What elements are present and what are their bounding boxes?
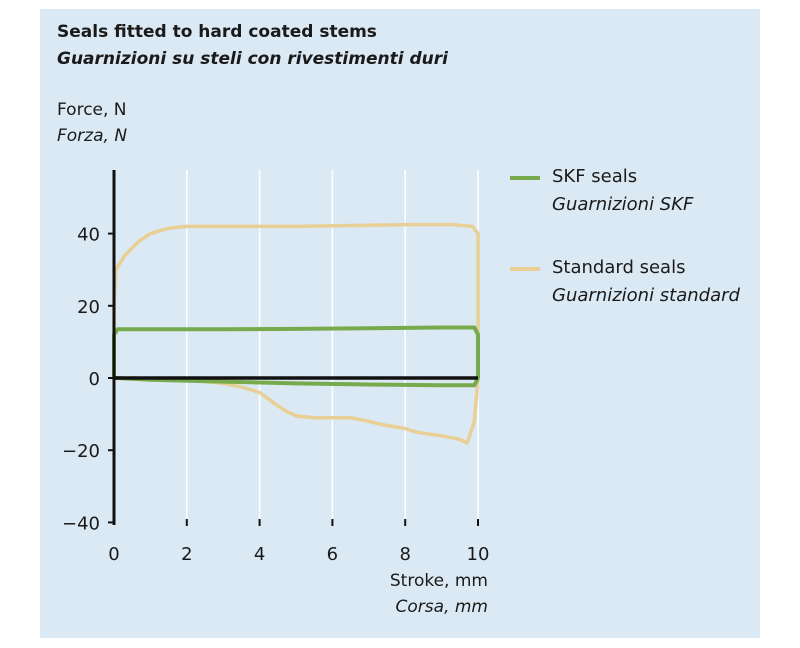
y-tick-label: −40 [62,513,100,534]
chart-panel [40,9,760,638]
legend-label-standard: Standard seals [552,257,686,278]
y-axis-label: Force, N [57,100,127,120]
ticks: 40 20 0 −20 −40 0 2 4 6 8 10 [62,225,489,565]
x-tick-label: 2 [181,544,192,565]
y-axis-label-it: Forza, N [57,126,128,146]
legend-swatch-standard [510,267,540,271]
series-layer [112,222,480,445]
x-tick-label: 6 [327,544,338,565]
x-axis-label: Stroke, mm [389,571,488,591]
x-tick-label: 4 [254,544,265,565]
legend-label-skf-it: Guarnizioni SKF [552,194,694,215]
y-tick-label: 40 [77,225,100,246]
series-standard-seals [112,222,480,445]
x-tick-label: 0 [108,544,119,565]
x-axis-label-it: Corsa, mm [395,597,488,617]
series-skf-seals [112,325,480,388]
chart-subtitle: Guarnizioni su steli con rivestimenti du… [57,49,448,69]
x-tick-label: 10 [467,544,490,565]
y-tick-label: −20 [62,441,100,462]
y-tick-label: 0 [89,369,100,390]
legend-label-skf: SKF seals [552,166,638,187]
legend-label-standard-it: Guarnizioni standard [552,285,740,306]
x-tick-label: 8 [399,544,410,565]
legend-swatch-skf [510,176,540,180]
y-tick-label: 20 [77,297,100,318]
axes [112,170,478,525]
chart-title: Seals fitted to hard coated stems [57,22,377,42]
